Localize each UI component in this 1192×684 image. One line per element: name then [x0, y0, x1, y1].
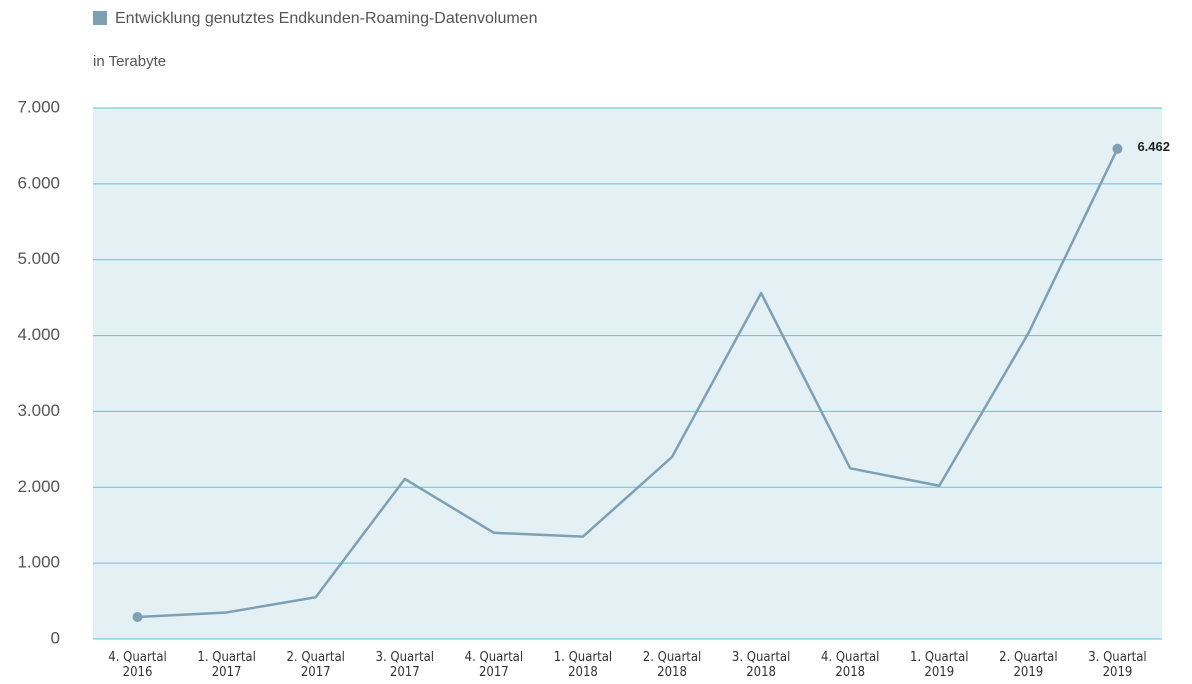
x-tick-label: 4. Quartal 2017 [465, 650, 523, 680]
legend-swatch [93, 11, 107, 25]
y-tick-label: 0 [51, 628, 60, 647]
y-tick-label: 3.000 [17, 401, 60, 420]
y-tick-label: 2.000 [17, 477, 60, 496]
y-tick-label: 4.000 [17, 325, 60, 344]
x-tick-label: 2. Quartal 2019 [999, 650, 1057, 680]
x-tick-label: 4. Quartal 2018 [821, 650, 879, 680]
x-tick-label: 3. Quartal 2019 [1088, 650, 1146, 680]
plot-background [93, 108, 1162, 639]
x-tick-label: 2. Quartal 2018 [643, 650, 701, 680]
y-tick-label: 6.000 [17, 173, 60, 192]
x-tick-label: 3. Quartal 2018 [732, 650, 790, 680]
data-point [1112, 143, 1123, 154]
legend-label: Entwicklung genutztes Endkunden-Roaming-… [115, 10, 537, 27]
x-tick-label: 1. Quartal 2019 [910, 650, 968, 680]
x-tick-label: 1. Quartal 2017 [197, 650, 255, 680]
subtitle: in Terabyte [93, 53, 166, 70]
x-tick-label: 1. Quartal 2018 [554, 650, 612, 680]
y-tick-label: 7.000 [17, 97, 60, 116]
x-tick-label: 2. Quartal 2017 [286, 650, 344, 680]
data-point [132, 612, 143, 623]
x-tick-label: 3. Quartal 2017 [376, 650, 434, 680]
y-tick-label: 5.000 [17, 249, 60, 268]
y-tick-label: 1.000 [17, 553, 60, 572]
data-label: 6.462 [1137, 139, 1170, 154]
x-tick-label: 4. Quartal 2016 [108, 650, 166, 680]
data-line [137, 148, 1119, 619]
